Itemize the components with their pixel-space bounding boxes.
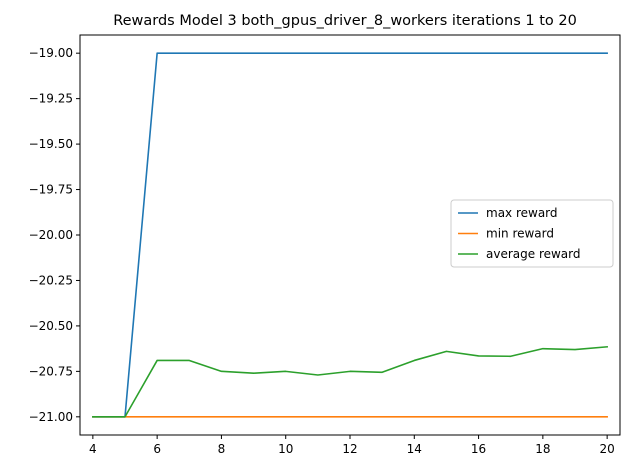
legend-label: max reward xyxy=(486,206,558,220)
series-layer xyxy=(92,52,609,418)
series-line-3 xyxy=(92,345,609,418)
x-tick-label: 10 xyxy=(278,442,293,456)
y-tick-label: −19.75 xyxy=(29,183,73,197)
series-line-1 xyxy=(92,52,608,418)
y-tick-label: −21.00 xyxy=(29,410,73,424)
legend-label: average reward xyxy=(486,247,581,261)
y-tick-label: −20.00 xyxy=(29,228,73,242)
chart-title: Rewards Model 3 both_gpus_driver_8_worke… xyxy=(113,13,577,29)
legend-box xyxy=(450,199,614,268)
legend-label: min reward xyxy=(486,227,554,241)
x-tick-label: 20 xyxy=(600,442,615,456)
y-tick-label: −19.50 xyxy=(29,137,73,151)
y-tick-label: −20.25 xyxy=(29,273,73,287)
y-axis: −19.00 −19.25 −19.50 −19.75 −20.00 −20.25 −20.… xyxy=(29,46,80,424)
x-tick-label: 18 xyxy=(535,442,550,456)
y-tick-label: −20.50 xyxy=(29,319,73,333)
legend: max reward min reward average reward xyxy=(450,199,614,268)
x-tick-label: 8 xyxy=(218,442,226,456)
x-axis: 4 6 8 10 12 14 16 18 20 xyxy=(89,435,615,456)
x-tick-label: 16 xyxy=(471,442,486,456)
y-tick-label: −19.00 xyxy=(29,46,73,60)
x-tick-label: 6 xyxy=(153,442,161,456)
x-tick-label: 4 xyxy=(89,442,97,456)
x-tick-label: 12 xyxy=(342,442,357,456)
x-tick-label: 14 xyxy=(407,442,422,456)
y-tick-label: −19.25 xyxy=(29,92,73,106)
y-tick-label: −20.75 xyxy=(29,364,73,378)
